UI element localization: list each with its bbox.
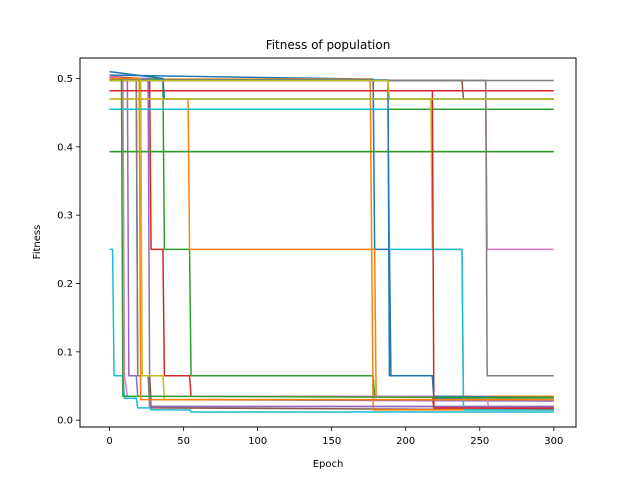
y-axis: 0.0 0.1 0.2 0.3 0.4 0.5 [57,74,80,427]
series-layer [109,70,554,413]
y-tick-label: 0.0 [57,416,73,427]
y-axis-label: Fitness [32,225,43,260]
y-tick-label: 0.2 [57,279,73,290]
x-tick-label: 300 [544,436,563,447]
plot-frame [79,57,577,428]
y-tick-label: 0.4 [57,142,73,153]
x-tick-label: 0 [106,436,112,447]
x-tick-label: 150 [322,436,341,447]
x-tick-label: 250 [470,436,489,447]
x-axis-label: Epoch [313,459,344,470]
y-tick-label: 0.1 [57,347,73,358]
series-line-26 [109,79,554,100]
y-tick-label: 0.3 [57,211,73,222]
x-tick-label: 200 [396,436,415,447]
series-line-20 [109,108,554,411]
series-line-23 [109,90,554,410]
series-line-15 [109,77,554,408]
series-line-10 [109,248,554,413]
y-tick-label: 0.5 [57,74,73,85]
series-line-3 [109,77,554,399]
series-line-28 [109,77,554,401]
chart-title: Fitness of population [266,38,391,52]
x-tick-label: 100 [248,436,267,447]
x-tick-label: 50 [177,436,190,447]
x-axis: 0 50 100 150 200 250 300 [106,427,563,447]
